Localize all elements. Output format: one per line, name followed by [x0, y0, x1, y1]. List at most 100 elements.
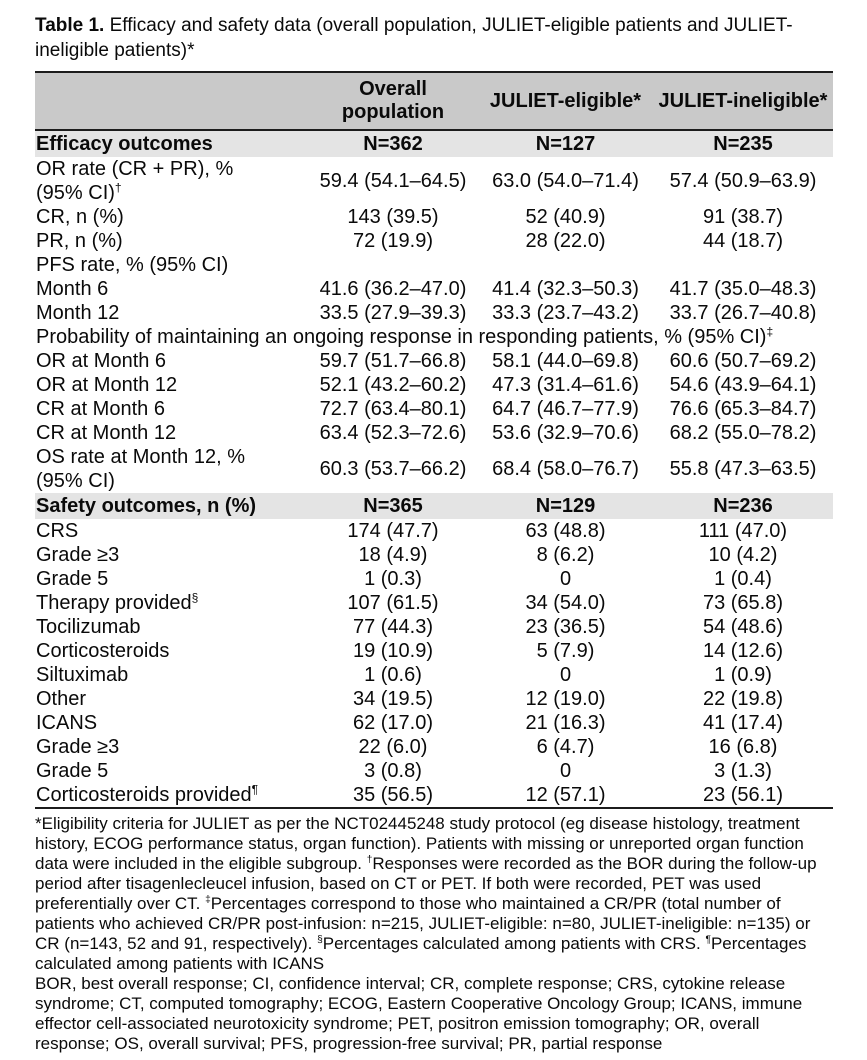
- cell-value: 60.3 (53.7–66.2): [319, 458, 467, 480]
- row-label: CR, n (%): [35, 205, 308, 229]
- row-label: Siltuximab: [35, 663, 308, 687]
- footnote-marker: †: [114, 180, 122, 195]
- footnote-marker: †: [366, 854, 373, 866]
- cell-value: 77 (44.3): [352, 616, 434, 638]
- table-header: Overall population JULIET-eligible* JULI…: [35, 71, 833, 131]
- row-label: Safety outcomes, n (%): [35, 493, 308, 519]
- row-label-text: CR at Month 6: [36, 398, 165, 420]
- row-label-text: Siltuximab: [36, 664, 129, 686]
- row-label: Tocilizumab: [35, 615, 308, 639]
- table-row: ICANS 62 (17.0) 21 (16.3) 41 (17.4): [35, 711, 833, 735]
- cell-value: [478, 253, 653, 277]
- cell-value: 143 (39.5): [347, 206, 439, 228]
- section-row: Safety outcomes, n (%) N=365 N=129 N=236: [35, 493, 833, 519]
- column-header-overall-population: Overall population: [308, 71, 478, 131]
- cell-value: 10 (4.2): [708, 544, 778, 566]
- row-label-text: CR, n (%): [36, 206, 124, 228]
- cell-value: 68.2 (55.0–78.2): [669, 422, 817, 444]
- table-row: Grade 5 3 (0.8) 0 3 (1.3): [35, 759, 833, 783]
- table-row: OR rate (CR + PR), % (95% CI)† 59.4 (54.1…: [35, 157, 833, 205]
- cell-value: 1 (0.9): [714, 664, 772, 686]
- footnote-text: Percentages calculated among patients wi…: [322, 934, 706, 953]
- cell-value: 62 (17.0): [352, 712, 434, 734]
- row-label: Probability of maintaining an ongoing re…: [35, 325, 833, 349]
- cell-value: 54.6 (43.9–64.1): [669, 374, 817, 396]
- footnote-text: Responses were recorded as the BOR durin…: [35, 854, 817, 913]
- cell-value: 41.7 (35.0–48.3): [669, 278, 817, 300]
- cell-value: N=127: [478, 130, 653, 157]
- section-row: Efficacy outcomes N=362 N=127 N=235: [35, 130, 833, 157]
- cell-value: 33.5 (27.9–39.3): [319, 302, 467, 324]
- column-header-juliet-eligible: JULIET-eligible*: [478, 71, 653, 131]
- cell-value: 1 (0.4): [714, 568, 772, 590]
- row-label: OS rate at Month 12, % (95% CI): [35, 445, 308, 493]
- row-label: OR rate (CR + PR), % (95% CI)†: [35, 157, 308, 205]
- row-label: ICANS: [35, 711, 308, 735]
- footnote-marker: ‡: [766, 324, 774, 339]
- row-label-text: Grade 5: [36, 568, 109, 590]
- row-label: CR at Month 12: [35, 421, 308, 445]
- table-row: Grade 5 1 (0.3) 0 1 (0.4): [35, 567, 833, 591]
- cell-value: 72.7 (63.4–80.1): [319, 398, 467, 420]
- cell-value: 22 (6.0): [358, 736, 428, 758]
- row-label: Grade 5: [35, 759, 308, 783]
- table-row: Other 34 (19.5) 12 (19.0) 22 (19.8): [35, 687, 833, 711]
- cell-value: 44 (18.7): [702, 230, 784, 252]
- cell-value: 22 (19.8): [702, 688, 784, 710]
- cell-value: 59.4 (54.1–64.5): [319, 170, 467, 192]
- row-label-text: OR at Month 6: [36, 350, 167, 372]
- row-label: Other: [35, 687, 308, 711]
- cell-value: 73 (65.8): [702, 592, 784, 614]
- cell-value: 63 (48.8): [525, 520, 606, 542]
- row-label-text: Therapy provided: [36, 592, 192, 614]
- row-label-text: CRS: [36, 520, 79, 542]
- cell-value: 21 (16.3): [525, 712, 606, 734]
- table-row: CR at Month 6 72.7 (63.4–80.1) 64.7 (46.7–…: [35, 397, 833, 421]
- cell-value: 52.1 (43.2–60.2): [319, 374, 467, 396]
- cell-value: 0: [559, 568, 572, 590]
- cell-value: N=235: [653, 130, 833, 157]
- cell-value: 55.8 (47.3–63.5): [669, 458, 817, 480]
- table-row: Corticosteroids provided¶ 35 (56.5) 12 (57…: [35, 783, 833, 809]
- cell-value: 12 (57.1): [478, 783, 653, 809]
- row-label-text: Month 6: [36, 278, 109, 300]
- cell-value: 52 (40.9): [525, 206, 606, 228]
- abbreviations: BOR, best overall response; CI, confiden…: [35, 974, 803, 1053]
- cell-value: 58.1 (44.0–69.8): [492, 350, 639, 372]
- row-label: Corticosteroids provided¶: [35, 783, 308, 809]
- cell-value: 3 (1.3): [714, 760, 772, 782]
- table-row: PR, n (%) 72 (19.9) 28 (22.0) 44 (18.7): [35, 229, 833, 253]
- row-label: PR, n (%): [35, 229, 308, 253]
- row-label-text: PFS rate, % (95% CI): [36, 254, 229, 276]
- cell-value: [653, 253, 833, 277]
- cell-value: 6 (4.7): [536, 736, 595, 758]
- row-label-text: CR at Month 12: [36, 422, 177, 444]
- cell-value: N=129: [478, 493, 653, 519]
- table-title: Table 1. Efficacy and safety data (overa…: [35, 13, 837, 63]
- cell-value: 0: [559, 664, 572, 686]
- cell-value: 33.7 (26.7–40.8): [669, 302, 817, 324]
- table-row: Month 12 33.5 (27.9–39.3) 33.3 (23.7–43.2)…: [35, 301, 833, 325]
- table-row: Probability of maintaining an ongoing re…: [35, 325, 833, 349]
- table-row: Grade ≥3 18 (4.9) 8 (6.2) 10 (4.2): [35, 543, 833, 567]
- cell-value: 53.6 (32.9–70.6): [492, 422, 639, 444]
- cell-value: 72 (19.9): [352, 230, 434, 252]
- row-label: Grade ≥3: [35, 543, 308, 567]
- row-label-text: Grade 5: [36, 760, 109, 782]
- table-row: Siltuximab 1 (0.6) 0 1 (0.9): [35, 663, 833, 687]
- row-label-text: Month 12: [36, 302, 120, 324]
- footnote-text: Percentages calculated among patients wi…: [35, 934, 807, 973]
- cell-value: 34 (19.5): [352, 688, 434, 710]
- cell-value: 19 (10.9): [352, 640, 434, 662]
- cell-value: 8 (6.2): [536, 544, 595, 566]
- cell-value: 0: [559, 760, 572, 782]
- cell-value: 41.6 (36.2–47.0): [319, 278, 467, 300]
- row-label-text: Grade ≥3: [36, 736, 120, 758]
- row-label: Corticosteroids: [35, 639, 308, 663]
- cell-value: 34 (54.0): [525, 592, 606, 614]
- cell-value: 23 (56.1): [653, 783, 833, 809]
- table-row: OS rate at Month 12, % (95% CI) 60.3 (53.…: [35, 445, 833, 493]
- cell-value: N=236: [653, 493, 833, 519]
- row-label-text: Efficacy outcomes: [36, 133, 213, 155]
- row-label-text: Probability of maintaining an ongoing re…: [36, 326, 767, 348]
